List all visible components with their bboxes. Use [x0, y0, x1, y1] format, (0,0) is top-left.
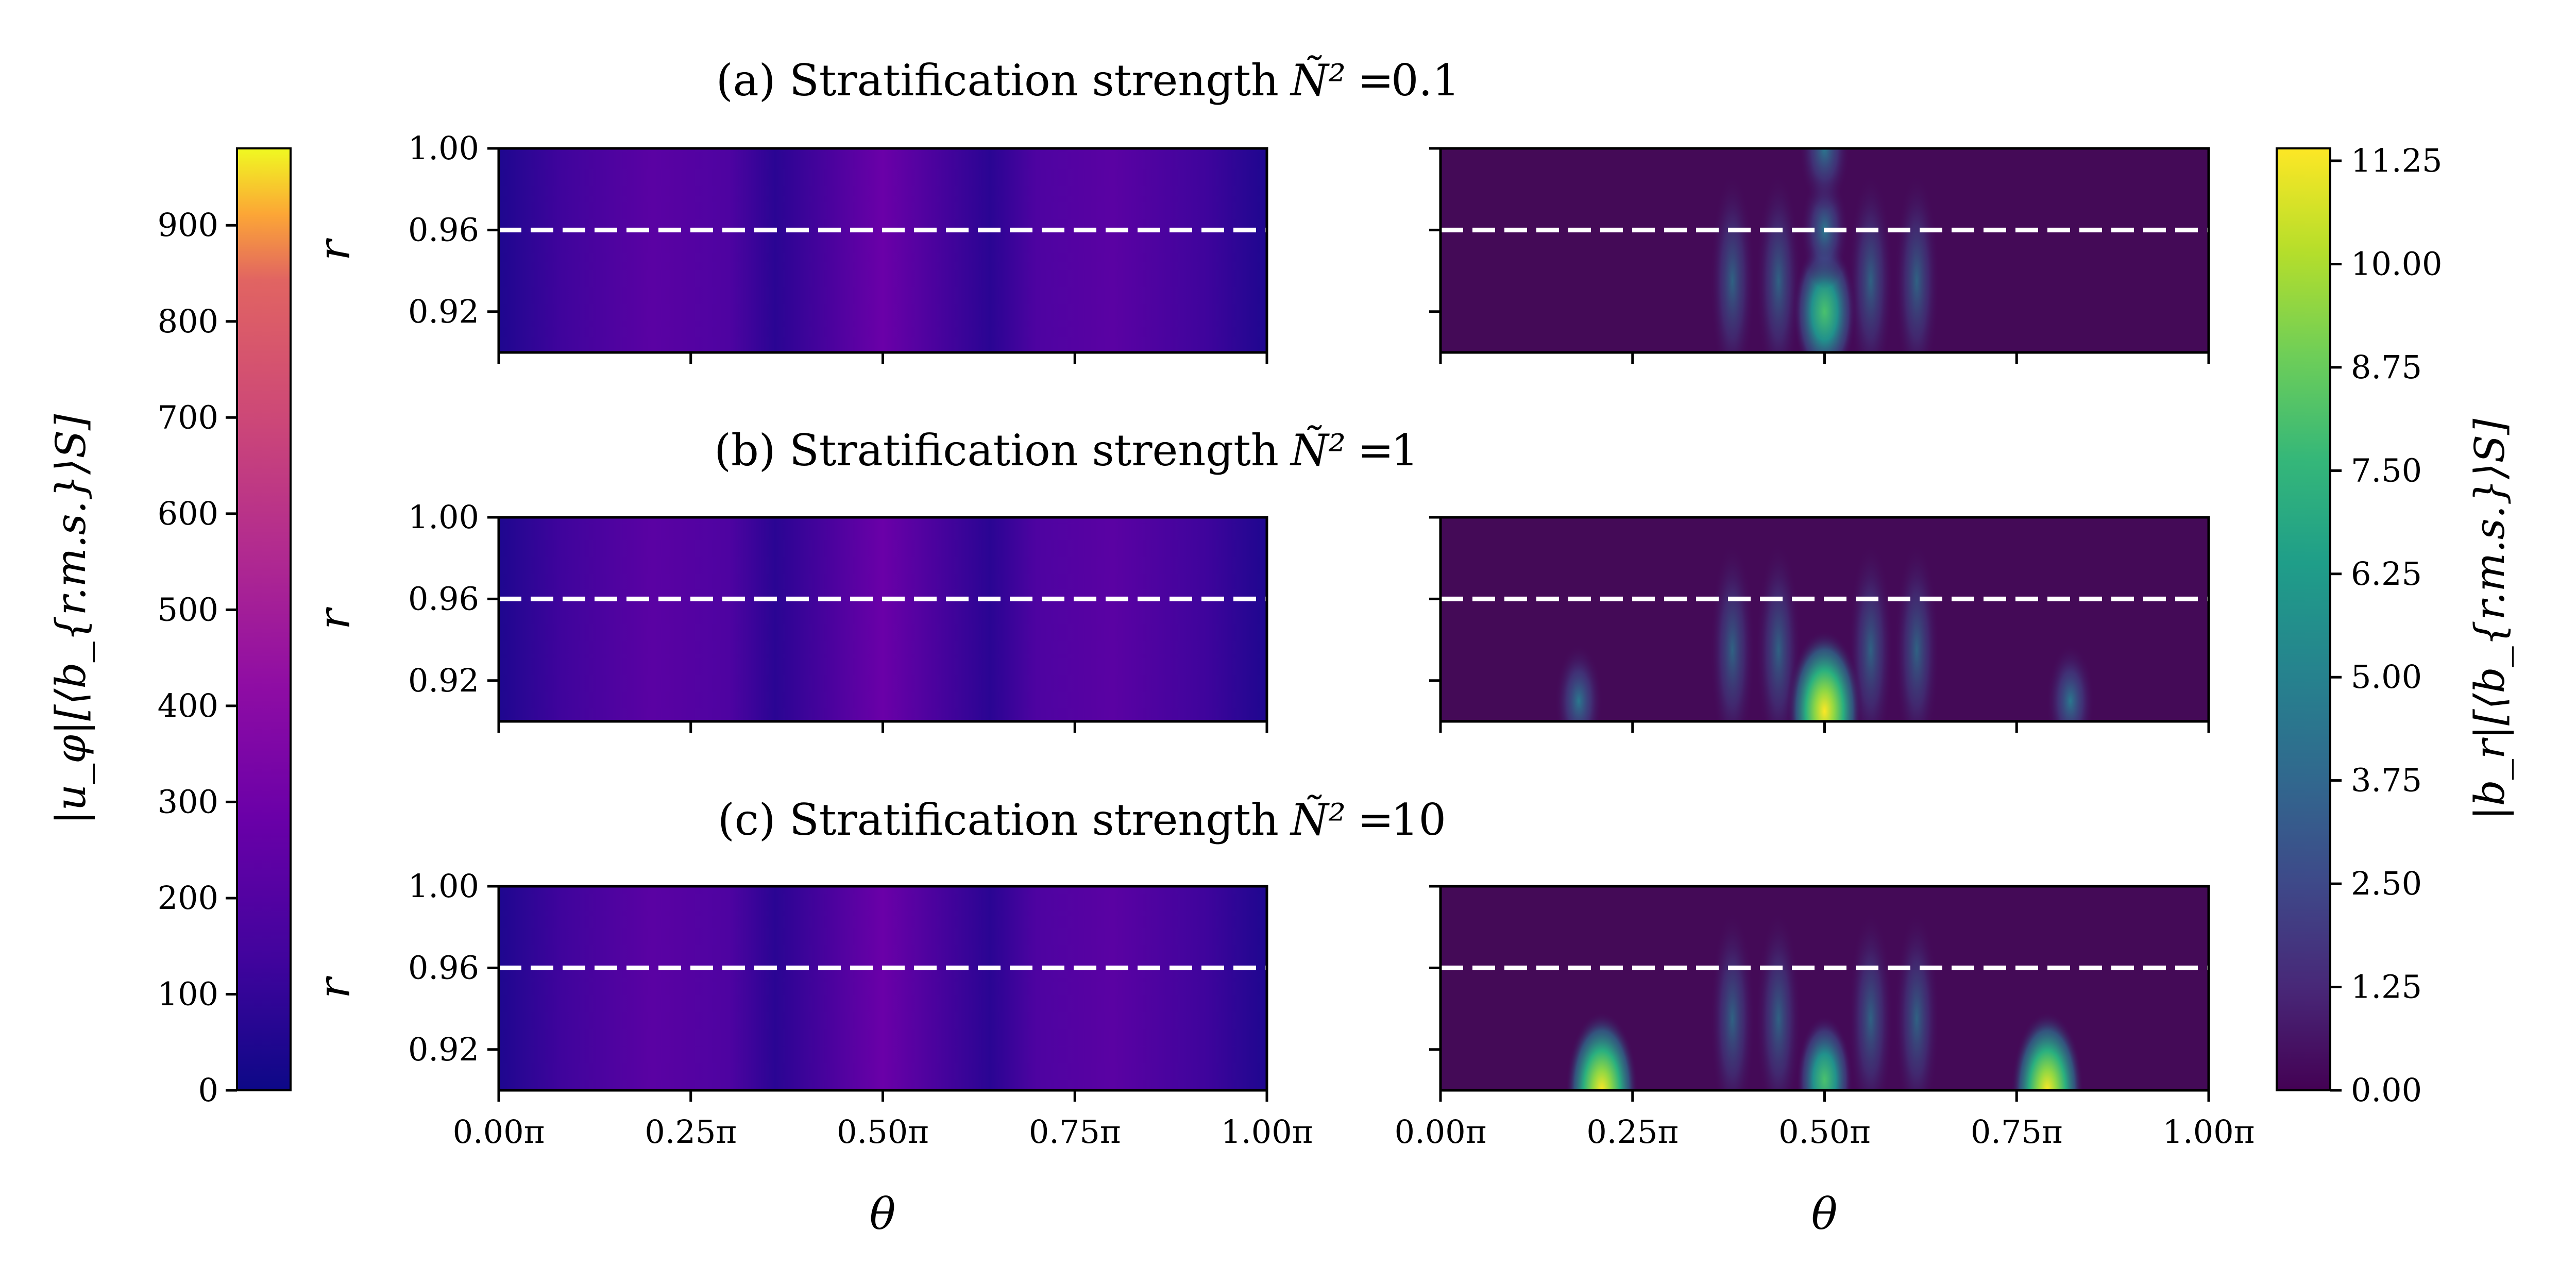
y-tick-label: 0.96 — [408, 949, 479, 986]
colorbar-tick-label: 0 — [198, 1071, 218, 1109]
br-structure — [1847, 906, 1894, 1090]
row-title-b-symbol: Ñ² — [1290, 425, 1346, 476]
colorbar-tick-label: 700 — [158, 398, 218, 436]
row-title-a-eq: = — [1358, 55, 1394, 106]
y-tick-label: 0.92 — [408, 662, 479, 699]
colorbar-left-gradient — [236, 147, 292, 1091]
br-structure — [1755, 906, 1802, 1090]
colorbar-tick-label: 10.00 — [2351, 245, 2443, 282]
row-title-b-text: (b) Stratification strength — [714, 425, 1279, 476]
row-title-c-symbol: Ñ² — [1290, 795, 1346, 845]
x-tick-label: 0.25π — [1586, 1113, 1679, 1151]
row-title-b-eq: = — [1358, 425, 1394, 476]
row-title-c: (c) Stratification strength Ñ² = 10 — [718, 795, 1446, 845]
br-structure — [1893, 168, 1940, 352]
uphi-peak — [714, 148, 1052, 352]
uphi-peak — [764, 886, 1002, 1090]
x-tick-label: 0.50π — [837, 1113, 929, 1151]
br-structure — [1847, 168, 1894, 352]
y-tick-label: 0.92 — [408, 293, 479, 330]
x-tick-label: 1.00π — [2163, 1113, 2255, 1151]
uphi-peak — [731, 517, 1035, 721]
x-axis-label-left: θ — [870, 1189, 896, 1239]
uphi-panel-0 — [499, 148, 1267, 352]
br-structure — [1893, 906, 1940, 1090]
row-title-a-value: 0.1 — [1391, 55, 1460, 106]
x-tick-label: 0.25π — [645, 1113, 737, 1151]
row-title-b: (b) Stratification strength Ñ² = 1 — [714, 425, 1418, 476]
y-tick-label: 0.96 — [408, 580, 479, 617]
colorbar-tick-label: 900 — [158, 206, 218, 244]
row-title-a-text: (a) Stratification strength — [716, 55, 1279, 106]
y-tick-label: 1.00 — [408, 129, 479, 167]
br-peak — [1554, 642, 1604, 721]
row-title-a: (a) Stratification strength Ñ² = 0.1 — [716, 55, 1460, 106]
colorbar-right: 0.00 1.25 2.50 3.75 5.00 6.25 7.50 8.75 10.00 11.… — [2276, 142, 2514, 1109]
y-tick-label: 1.00 — [408, 498, 479, 536]
colorbar-tick-label: 8.75 — [2351, 348, 2422, 386]
br-panel-2 — [1440, 886, 2209, 1090]
x-tick-label: 1.00π — [1221, 1113, 1313, 1151]
x-tick-label: 0.75π — [1971, 1113, 2063, 1151]
colorbar-tick-label: 400 — [158, 687, 218, 724]
br-peak — [2011, 1010, 2084, 1090]
colorbar-tick-label: 7.50 — [2351, 451, 2422, 489]
colorbar-tick-label: 2.50 — [2351, 865, 2422, 902]
colorbar-left-label: |u_φ|[⟨b_{r.m.s.}⟩S] — [47, 414, 95, 825]
br-peak — [2045, 642, 2095, 721]
colorbar-tick-label: 3.75 — [2351, 762, 2422, 799]
colorbar-tick-label: 11.25 — [2351, 142, 2443, 179]
colorbar-right-ticks: 0.00 1.25 2.50 3.75 5.00 6.25 7.50 8.75 10.00 11.… — [2330, 142, 2443, 1109]
br-peak — [1798, 148, 1852, 211]
y-axis-label: r — [309, 606, 360, 630]
heatmaps — [499, 148, 2209, 1090]
br-structure — [1709, 168, 1756, 352]
br-peak — [1565, 1010, 1638, 1090]
colorbar-tick-label: 500 — [158, 591, 218, 628]
colorbar-tick-label: 600 — [158, 495, 218, 532]
x-tick-label: 0.75π — [1029, 1113, 1121, 1151]
row-title-b-value: 1 — [1391, 425, 1418, 476]
br-structure — [1709, 906, 1756, 1090]
x-tick-label: 0.00π — [1395, 1113, 1487, 1151]
uphi-panel-1 — [499, 517, 1267, 721]
colorbar-tick-label: 800 — [158, 302, 218, 340]
colorbar-left-ticks: 0 100 200 300 400 500 600 700 800 900 — [158, 206, 237, 1109]
br-structure — [1847, 537, 1894, 721]
colorbar-right-label: |b_r|[⟨b_{r.m.s.}⟩S] — [2466, 418, 2514, 820]
colorbar-right-gradient — [2276, 147, 2331, 1091]
row-title-c-text: (c) Stratification strength — [718, 795, 1279, 845]
colorbar-tick-label: 300 — [158, 783, 218, 820]
axes: 0.92 0.96 1.00 r 0.92 0.96 1.00 r 0.92 0.96 1.00 r 0… — [309, 129, 2255, 1151]
br-structure — [1709, 537, 1756, 721]
colorbar-tick-label: 0.00 — [2351, 1071, 2422, 1109]
y-tick-label: 1.00 — [408, 867, 479, 905]
row-title-c-eq: = — [1358, 795, 1394, 845]
y-axis-label: r — [309, 238, 360, 261]
row-title-a-symbol: Ñ² — [1290, 55, 1346, 106]
colorbar-left: 0 100 200 300 400 500 600 700 800 900 |u_φ|[⟨b_{r… — [47, 147, 292, 1109]
x-axis-label-right: θ — [1811, 1189, 1838, 1239]
br-peak — [1796, 1015, 1853, 1090]
y-tick-label: 0.92 — [408, 1031, 479, 1068]
br-panel-0 — [1440, 148, 2209, 352]
br-panel-1 — [1440, 517, 2209, 721]
br-structure — [1893, 537, 1940, 721]
x-tick-label: 0.00π — [453, 1113, 545, 1151]
br-peak — [1787, 629, 1862, 721]
br-structure — [1755, 537, 1802, 721]
uphi-panel-2 — [499, 886, 1267, 1090]
colorbar-tick-label: 6.25 — [2351, 555, 2422, 593]
colorbar-tick-label: 1.25 — [2351, 968, 2422, 1006]
y-tick-label: 0.96 — [408, 211, 479, 248]
row-title-c-value: 10 — [1391, 795, 1446, 845]
colorbar-tick-label: 100 — [158, 975, 218, 1013]
y-axis-label: r — [309, 975, 360, 999]
colorbar-tick-label: 5.00 — [2351, 658, 2422, 696]
x-tick-label: 0.50π — [1778, 1113, 1871, 1151]
br-structure — [1755, 168, 1802, 352]
colorbar-tick-label: 200 — [158, 879, 218, 917]
